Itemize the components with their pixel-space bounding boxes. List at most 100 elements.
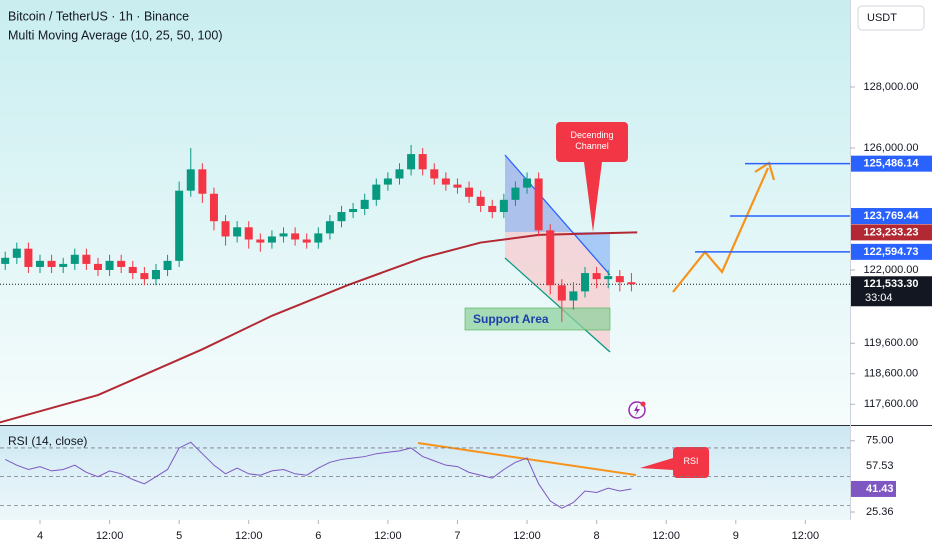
alert-bolt <box>634 404 640 416</box>
channel-upper-line <box>504 154 611 276</box>
candle-body <box>186 169 195 191</box>
x-tick-label: 6 <box>315 530 321 542</box>
price-label: 123,233.23 <box>863 226 918 238</box>
x-tick-label: 5 <box>176 530 182 542</box>
x-tick-label: 12:00 <box>235 530 263 542</box>
y-tick-label: 117,600.00 <box>864 398 918 410</box>
rsi-last-label: 41.43 <box>866 483 894 495</box>
candle-body <box>82 254 91 264</box>
candle-body <box>604 276 613 280</box>
candle-body <box>372 184 381 200</box>
candle-body <box>546 230 555 286</box>
candle-body <box>627 282 636 285</box>
candle-body <box>175 190 184 261</box>
candle-body <box>395 169 404 179</box>
x-tick-label: 12:00 <box>513 530 541 542</box>
rsi-title: RSI (14, close) <box>8 434 87 448</box>
currency-box <box>857 5 925 31</box>
x-tick-label: 12:00 <box>96 530 124 542</box>
x-tick-label: 4 <box>37 530 43 542</box>
main-pane <box>0 0 850 425</box>
price-label: 123,769.44 <box>863 210 919 222</box>
candle-body <box>418 154 427 170</box>
candle-body <box>267 236 276 243</box>
candle-body <box>70 254 79 264</box>
rsi-callout-text: RSI <box>683 456 699 466</box>
y-tick-label: 122,000.00 <box>863 264 918 276</box>
y-tick-label: 118,600.00 <box>864 368 918 380</box>
x-tick-label: 7 <box>454 530 460 542</box>
last-price-box <box>851 276 932 307</box>
x-tick-label: 9 <box>733 530 739 542</box>
candle-body <box>221 221 230 237</box>
candle-body <box>140 273 149 280</box>
candle-body <box>360 199 369 209</box>
candle-body <box>592 273 601 280</box>
candle-body <box>151 270 160 280</box>
chart-title: Bitcoin / TetherUS · 1h · Binance <box>8 9 189 23</box>
candle-body <box>244 227 253 240</box>
indicator-title: Multi Moving Average (10, 25, 50, 100) <box>8 28 222 42</box>
candle-body <box>105 260 114 271</box>
candle-body <box>163 260 172 271</box>
y-tick-label: 126,000.00 <box>863 142 918 154</box>
rsi-callout <box>640 447 709 478</box>
candle-body <box>198 169 207 194</box>
channel: Support Area <box>464 154 611 353</box>
candle-body <box>325 221 334 234</box>
candle-body <box>569 291 578 301</box>
alert-icon <box>628 401 646 419</box>
candle-body <box>36 260 45 267</box>
candle-body <box>488 205 497 213</box>
candle-body <box>59 263 68 267</box>
candle-body <box>581 273 590 292</box>
candle-body <box>441 178 450 185</box>
rsi-last-box <box>851 480 896 497</box>
currency: USDT <box>867 12 897 24</box>
candle-body <box>615 276 624 283</box>
candle-body <box>209 193 218 222</box>
moving-average <box>0 231 638 424</box>
price-label: 122,594.73 <box>863 246 918 258</box>
candle-body <box>117 260 126 267</box>
x-tick-label: 8 <box>594 530 600 542</box>
y-tick-label: 119,600.00 <box>864 337 918 349</box>
rsi-tick-label: 25.36 <box>866 506 894 518</box>
rsi-pane <box>0 426 850 520</box>
candle-body <box>407 154 416 170</box>
candles <box>0 144 850 424</box>
price-label-box <box>851 224 932 241</box>
candle-body <box>511 187 520 200</box>
candle-body <box>314 233 323 243</box>
candle-body <box>256 239 265 243</box>
candle-body <box>128 266 137 274</box>
rsi-tick-label: 75.00 <box>866 435 894 447</box>
price-label-box <box>851 155 932 172</box>
x-tick-label: 12:00 <box>374 530 402 542</box>
candle-body <box>465 187 474 197</box>
support-label: Support Area <box>473 312 549 326</box>
candle-body <box>47 260 56 267</box>
candle-body <box>499 199 508 213</box>
y-tick-label: 128,000.00 <box>863 81 918 93</box>
support-area <box>464 307 611 331</box>
x-tick-label: 12:00 <box>652 530 680 542</box>
price-label-box <box>851 243 932 260</box>
candle-body <box>302 239 311 243</box>
candle-body <box>383 178 392 185</box>
candle-body <box>349 208 358 213</box>
candle-body <box>523 178 532 188</box>
candle-body <box>291 233 300 240</box>
candle-body <box>557 285 566 301</box>
candle-body <box>233 227 242 237</box>
candle-body <box>453 184 462 188</box>
candle-body <box>534 178 543 231</box>
rsi-ma-label: 57.53 <box>866 460 894 472</box>
candle-body <box>12 248 21 258</box>
channel-lower-line <box>504 257 611 353</box>
price-label-box <box>851 208 932 225</box>
price-label: 125,486.14 <box>863 158 919 170</box>
channel-callout <box>556 122 628 232</box>
projection-arrow <box>672 167 770 293</box>
